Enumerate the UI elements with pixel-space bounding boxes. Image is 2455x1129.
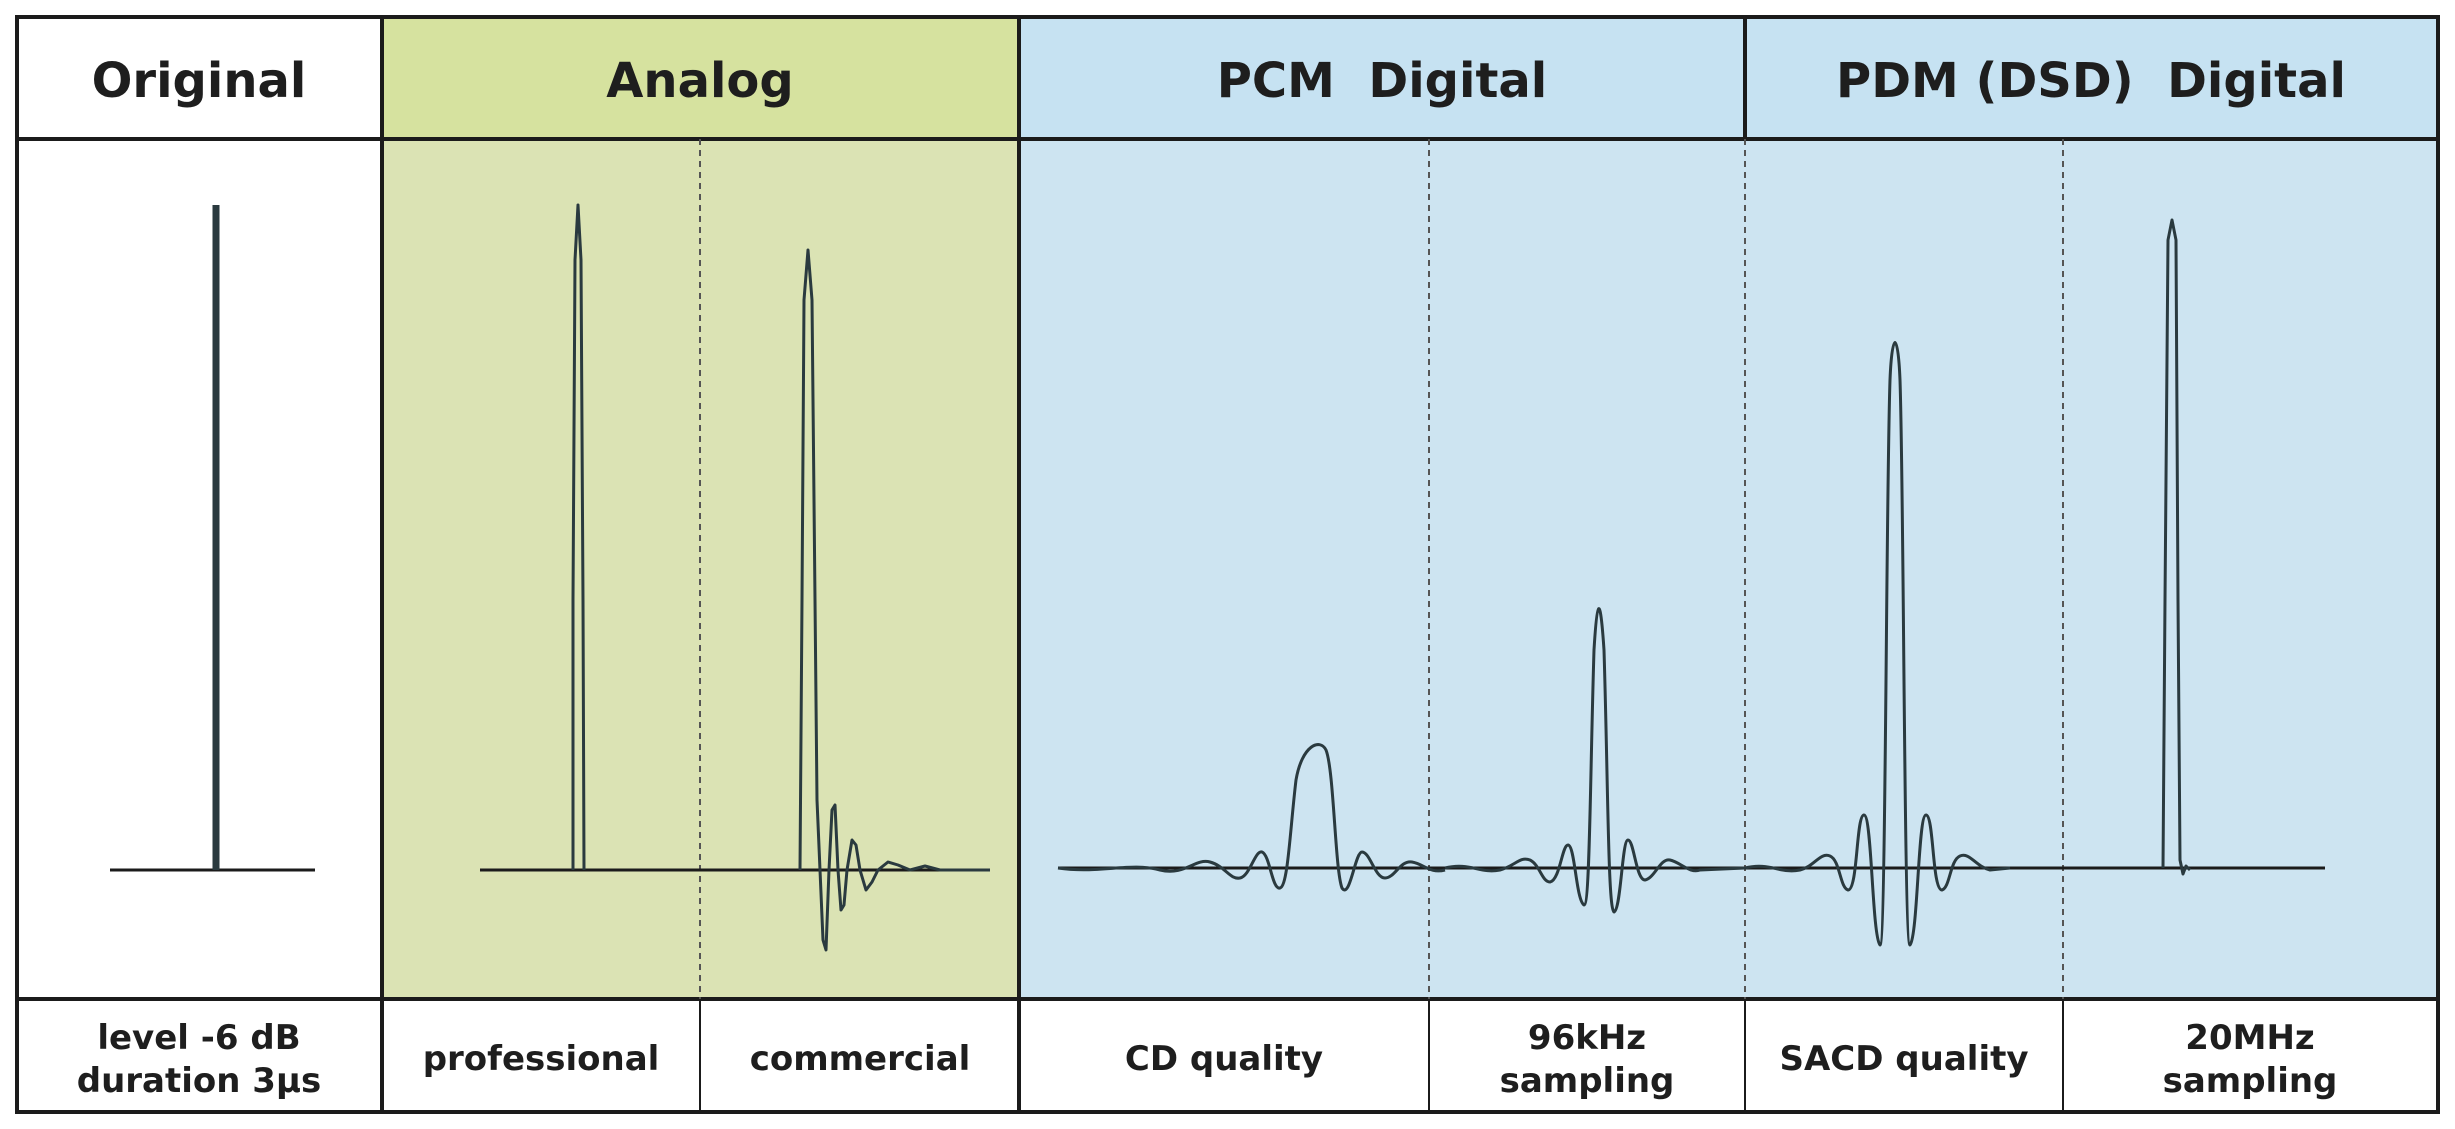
caption-pcm-96khz-line2: sampling	[1500, 1061, 1675, 1101]
caption-cd-quality: CD quality	[1125, 1039, 1323, 1079]
caption-row-background	[382, 999, 2438, 1112]
waveform-pcm-96khz	[1444, 607, 1746, 914]
caption-sacd-quality: SACD quality	[1779, 1039, 2028, 1079]
analog-header-background	[382, 17, 1019, 139]
waveform-pcm-cd-quality	[1057, 743, 1446, 892]
caption-pdm-20mhz-line2: sampling	[2163, 1061, 2338, 1101]
waveform-pdm-20mhz	[2161, 218, 2192, 876]
caption-pdm-20mhz-line1: 20MHz	[2185, 1018, 2314, 1058]
caption-pcm-96khz-line1: 96kHz	[1528, 1018, 1646, 1058]
header-original: Original	[92, 53, 307, 109]
caption-commercial: commercial	[750, 1039, 971, 1079]
caption-original-line1: level -6 dB	[97, 1018, 300, 1058]
pcm-header-background	[1019, 17, 1745, 139]
waveform-analog-professional	[571, 203, 586, 871]
sub-column-dividers	[699, 139, 2064, 999]
header-analog: Analog	[606, 53, 794, 109]
caption-original-line2: duration 3μs	[77, 1061, 321, 1101]
header-pdm-digital: PDM (DSD) Digital	[1836, 53, 2346, 109]
waveform-analog-commercial	[798, 248, 990, 952]
waveform-pdm-sacd-quality	[1744, 341, 2011, 947]
table-grid	[15, 15, 2440, 1114]
header-pcm-digital: PCM Digital	[1217, 53, 1548, 109]
pdm-header-background	[1745, 17, 2438, 139]
original-background	[17, 17, 382, 1112]
caption-professional: professional	[423, 1039, 660, 1079]
